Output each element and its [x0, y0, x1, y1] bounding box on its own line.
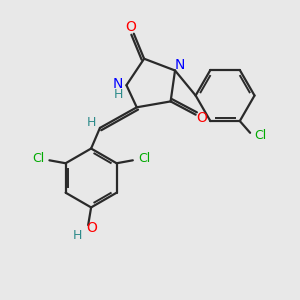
Text: N: N [174, 58, 184, 72]
Text: Cl: Cl [138, 152, 150, 165]
Text: H: H [73, 229, 83, 242]
Text: N: N [113, 77, 123, 91]
Text: Cl: Cl [32, 152, 44, 165]
Text: H: H [86, 116, 96, 128]
Text: O: O [197, 111, 208, 125]
Text: H: H [113, 88, 123, 100]
Text: Cl: Cl [254, 129, 266, 142]
Text: O: O [86, 221, 97, 235]
Text: O: O [125, 20, 136, 34]
